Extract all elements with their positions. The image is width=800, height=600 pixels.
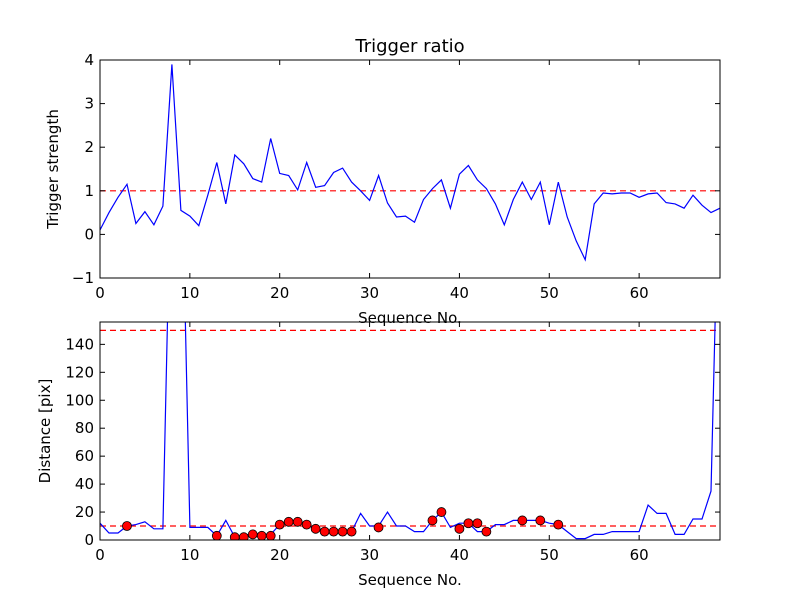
x-tick-label: 20 (270, 284, 289, 302)
data-point (472, 518, 483, 529)
x-tick-label: 60 (630, 284, 649, 302)
plot-area (100, 322, 720, 540)
data-point (292, 516, 303, 527)
y-tick-label: 40 (75, 475, 94, 493)
axis-ticks: 0 10 20 30 40 50 60 0 20 40 60 80 100 120 140 (65, 322, 720, 564)
data-point (553, 519, 564, 530)
y-tick-label: 60 (75, 447, 94, 465)
series-line (100, 64, 720, 262)
data-point (436, 507, 447, 517)
x-tick-label: 10 (180, 284, 199, 302)
data-point (122, 521, 132, 531)
data-point (328, 526, 339, 537)
x-tick-label: 0 (95, 284, 105, 302)
x-axis-label: Sequence No. (358, 309, 462, 327)
data-point (454, 523, 465, 534)
plot-area (100, 64, 720, 262)
data-point (274, 519, 285, 530)
x-axis-label: Sequence No. (358, 571, 462, 589)
data-point (535, 515, 546, 526)
data-point (346, 526, 357, 537)
chart-title: Trigger ratio (354, 36, 464, 57)
x-tick-label: 50 (540, 546, 559, 564)
y-tick-label: 20 (75, 503, 94, 521)
y-tick-label: −1 (72, 269, 94, 287)
data-point (247, 529, 258, 540)
chart-distance: 0 10 20 30 40 50 60 0 20 40 60 80 100 120 140 Sequence… (36, 321, 721, 589)
data-point (310, 523, 321, 534)
axes-frame (99, 321, 721, 541)
data-point (265, 530, 276, 540)
y-axis-label: Trigger strength (44, 109, 62, 230)
y-tick-label: 80 (75, 419, 94, 437)
y-tick-label: 3 (84, 95, 94, 113)
y-axis-label: Distance [pix] (36, 379, 54, 484)
data-point (373, 522, 384, 533)
x-tick-label: 20 (270, 546, 289, 564)
y-tick-label: 0 (84, 531, 94, 549)
data-point (283, 516, 294, 527)
x-tick-label: 10 (180, 546, 199, 564)
data-point (301, 519, 312, 530)
data-point (337, 526, 348, 537)
y-tick-label: 1 (84, 182, 94, 200)
y-tick-label: 120 (65, 363, 94, 381)
data-point (427, 515, 438, 526)
data-point (517, 515, 528, 526)
data-point (238, 532, 249, 540)
data-point (256, 530, 267, 540)
data-point (481, 526, 492, 537)
axes-frame (99, 59, 721, 279)
x-tick-label: 40 (450, 284, 469, 302)
x-tick-label: 50 (540, 284, 559, 302)
x-tick-label: 60 (630, 546, 649, 564)
y-tick-label: 140 (65, 335, 94, 353)
x-tick-label: 30 (360, 284, 379, 302)
x-tick-label: 30 (360, 546, 379, 564)
y-tick-label: 4 (84, 51, 94, 69)
y-tick-label: 0 (84, 225, 94, 243)
data-point (319, 526, 330, 537)
data-point (211, 530, 222, 540)
data-point (463, 518, 474, 529)
x-tick-label: 40 (450, 546, 469, 564)
y-tick-label: 2 (84, 138, 94, 156)
series-line (100, 322, 716, 540)
x-tick-label: 0 (95, 546, 105, 564)
y-tick-label: 100 (65, 391, 94, 409)
